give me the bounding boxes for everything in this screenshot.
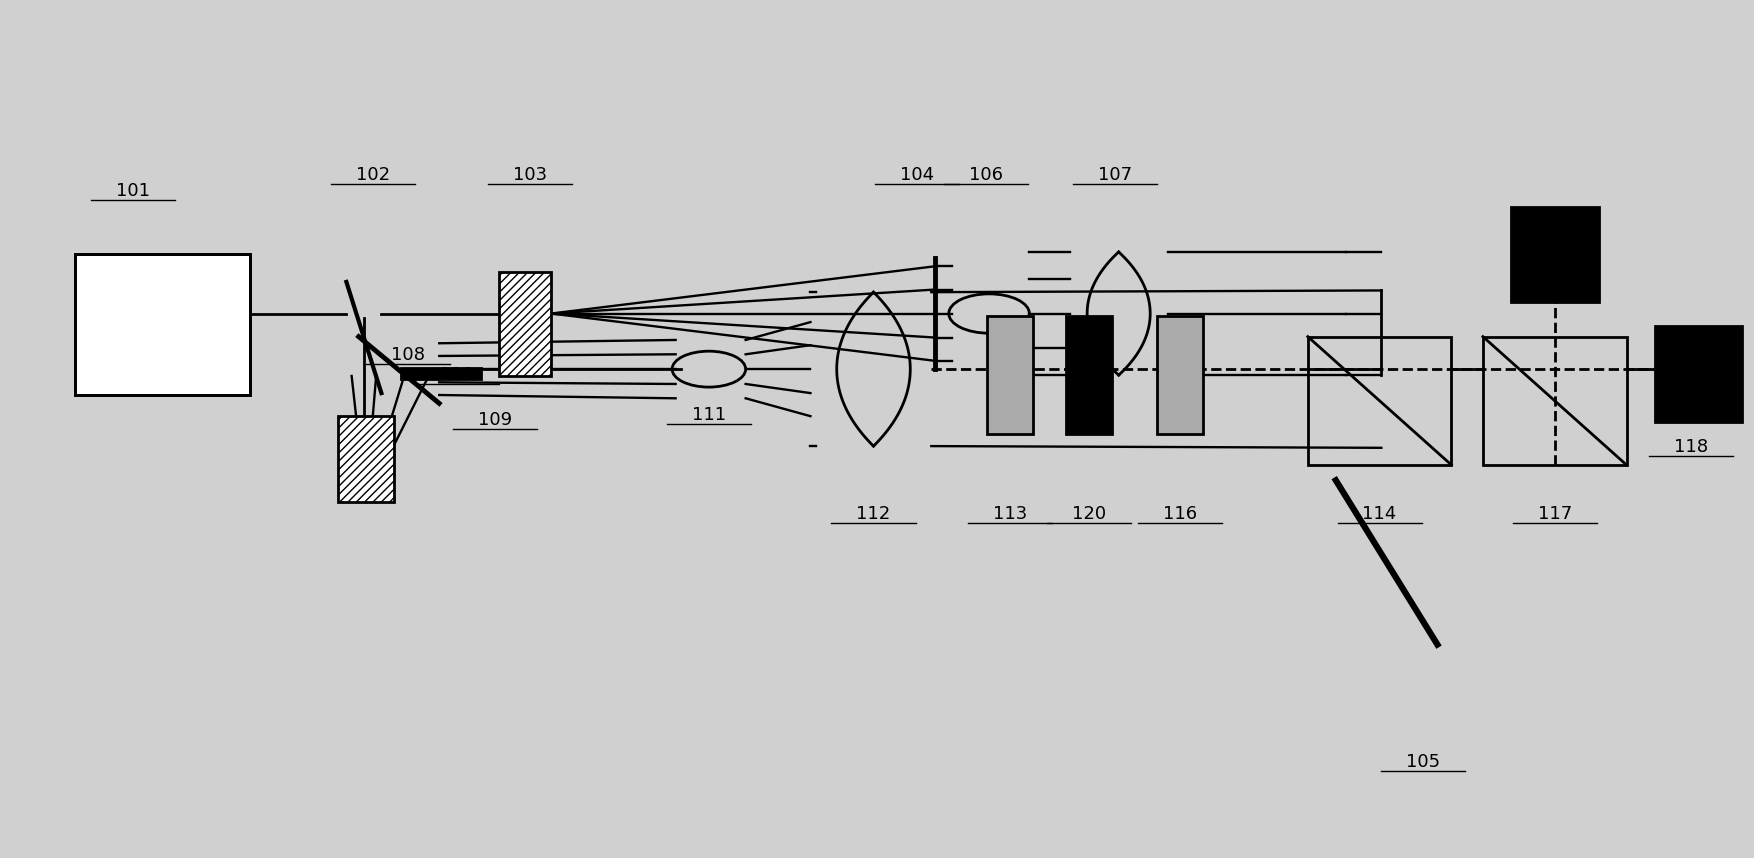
Text: 111: 111 [691,406,726,424]
Text: 102: 102 [356,166,389,184]
Bar [988,316,1033,434]
Text: 107: 107 [1098,166,1133,184]
Text: 106: 106 [968,166,1003,184]
Bar [1308,336,1451,465]
Bar [1158,316,1203,434]
Bar [1482,336,1626,465]
Text: 109: 109 [479,411,512,429]
Text: 117: 117 [1538,505,1572,523]
Text: 112: 112 [856,505,891,523]
Text: 101: 101 [116,182,149,200]
Bar [1510,207,1598,302]
Bar [75,254,251,395]
Text: 119: 119 [1540,281,1573,298]
Text: 114: 114 [1363,505,1396,523]
Bar [1066,316,1112,434]
Text: 113: 113 [993,505,1028,523]
Text: 118: 118 [1675,438,1708,456]
Bar [1654,326,1742,422]
Bar [337,416,393,502]
Text: 110: 110 [440,366,474,384]
Text: 105: 105 [1407,753,1440,771]
Bar [75,254,251,395]
Text: 104: 104 [900,166,935,184]
Bar [498,272,551,376]
Text: 108: 108 [391,346,424,364]
Text: 120: 120 [1072,505,1107,523]
Text: 103: 103 [514,166,547,184]
Bar [400,368,481,379]
Text: 116: 116 [1163,505,1196,523]
